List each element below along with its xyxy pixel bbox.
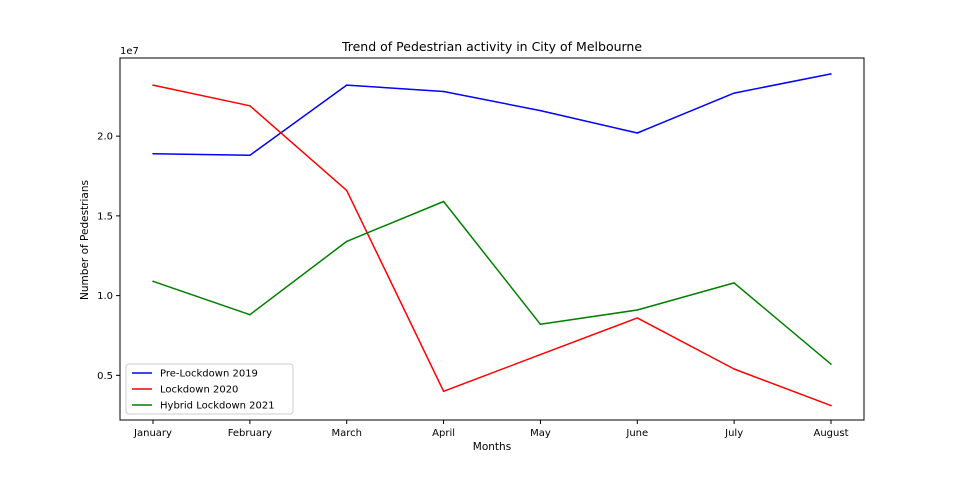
series-layer (152, 73, 832, 407)
data-point-pre-lockdown-2019 (636, 132, 639, 134)
data-point-hybrid-lockdown-2021 (830, 363, 832, 365)
x-axis-label: Months (473, 441, 511, 453)
data-point-hybrid-lockdown-2021 (249, 313, 251, 316)
data-point-hybrid-lockdown-2021 (442, 200, 445, 203)
legend-label: Hybrid Lockdown 2021 (160, 401, 275, 412)
y-axis-ticks: 0.5 1.0 1.5 2.0 (97, 132, 120, 382)
data-point-hybrid-lockdown-2021 (539, 323, 542, 326)
series-line-lockdown-2020 (152, 84, 832, 407)
data-point-pre-lockdown-2019 (152, 152, 154, 155)
series-line-hybrid-lockdown-2021 (152, 200, 832, 365)
data-point-lockdown-2020 (539, 353, 542, 356)
y-axis-label: Number of Pedestrians (79, 180, 91, 300)
data-point-lockdown-2020 (345, 189, 348, 192)
y-axis-offset-label: 1e7 (120, 46, 139, 57)
data-point-pre-lockdown-2019 (830, 73, 832, 75)
x-tick-label: March (331, 428, 361, 439)
data-point-pre-lockdown-2019 (733, 92, 735, 94)
data-point-lockdown-2020 (636, 317, 639, 319)
data-point-pre-lockdown-2019 (249, 154, 251, 157)
x-tick-label: August (814, 428, 849, 439)
x-tick-label: July (724, 428, 743, 439)
data-point-pre-lockdown-2019 (442, 90, 445, 93)
data-point-hybrid-lockdown-2021 (152, 280, 154, 283)
data-point-hybrid-lockdown-2021 (345, 240, 348, 243)
data-point-hybrid-lockdown-2021 (636, 309, 639, 311)
x-tick-label: February (228, 428, 272, 439)
data-point-pre-lockdown-2019 (345, 84, 348, 86)
x-tick-label: January (133, 428, 172, 439)
y-tick-label: 1.5 (97, 211, 113, 222)
y-tick-label: 0.5 (97, 371, 113, 382)
y-tick-label: 2.0 (97, 132, 113, 143)
legend-box (125, 363, 294, 415)
x-tick-label: June (625, 428, 648, 439)
data-point-pre-lockdown-2019 (539, 109, 542, 112)
legend-label: Lockdown 2020 (160, 385, 238, 396)
plot-area-frame (119, 57, 865, 421)
series-line-pre-lockdown-2019 (152, 73, 832, 157)
data-point-hybrid-lockdown-2021 (733, 282, 735, 284)
data-point-lockdown-2020 (249, 105, 251, 107)
x-tick-label: April (432, 428, 455, 439)
x-tick-label: May (530, 428, 551, 439)
data-point-lockdown-2020 (442, 390, 445, 393)
data-point-lockdown-2020 (152, 84, 154, 86)
legend: Pre-Lockdown 2019 Lockdown 2020 Hybrid Loc… (125, 363, 294, 415)
x-axis-ticks: January February March April May June July Augu… (133, 420, 849, 439)
data-point-lockdown-2020 (830, 404, 832, 407)
y-tick-label: 1.0 (97, 291, 113, 302)
chart-title: Trend of Pedestrian activity in City of … (341, 39, 642, 54)
legend-label: Pre-Lockdown 2019 (160, 369, 258, 380)
data-point-lockdown-2020 (733, 368, 735, 370)
